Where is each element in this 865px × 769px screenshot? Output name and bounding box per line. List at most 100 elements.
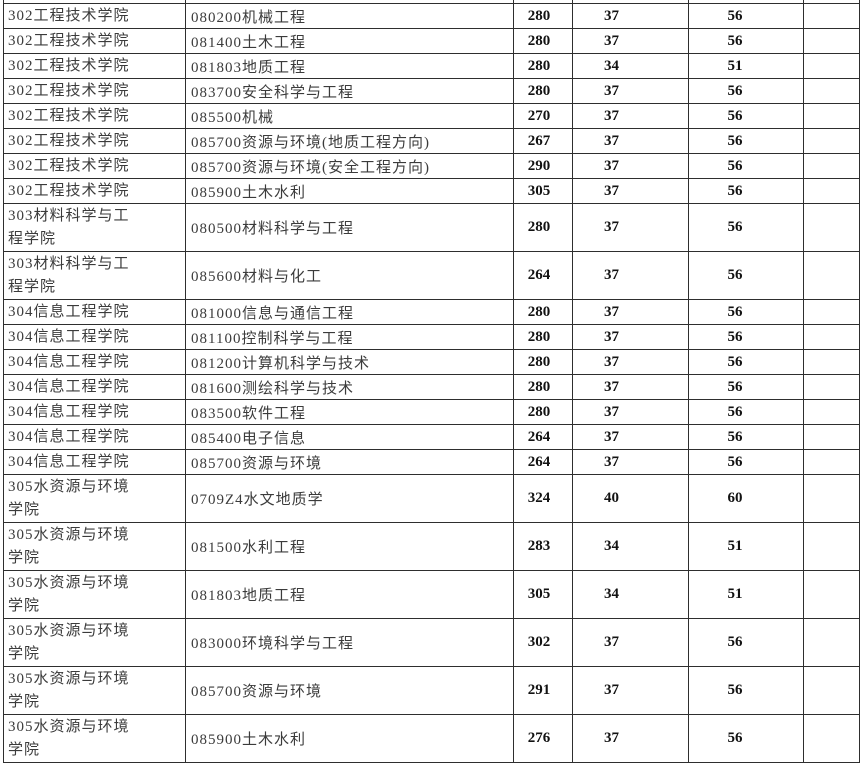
program-cell: 081803地质工程: [185, 53, 514, 79]
program-cell: 085900土木水利: [185, 178, 514, 204]
extra-cell: [803, 299, 860, 325]
subject-score-1-cell: 37: [572, 251, 689, 300]
table-row: 304信息工程学院 081200计算机科学与技术 280 37 56: [3, 349, 860, 375]
subject-score-2-cell: 56: [688, 449, 804, 475]
total-score-cell: 280: [513, 374, 573, 400]
college-cell: 303材料科学与工 程学院: [3, 251, 186, 300]
program-cell: 085900土木水利: [185, 714, 514, 763]
program-cell: 081600测绘科学与技术: [185, 374, 514, 400]
total-score-cell: 302: [513, 618, 573, 667]
total-score-cell: 290: [513, 153, 573, 179]
subject-score-2-cell: 56: [688, 203, 804, 252]
college-cell: 303材料科学与工 程学院: [3, 203, 186, 252]
college-cell: 304信息工程学院: [3, 324, 186, 350]
college-cell: 304信息工程学院: [3, 424, 186, 450]
extra-cell: [803, 474, 860, 523]
college-cell: 302工程技术学院: [3, 53, 186, 79]
program-cell: 083700安全科学与工程: [185, 78, 514, 104]
extra-cell: [803, 178, 860, 204]
program-cell: 085600材料与化工: [185, 251, 514, 300]
subject-score-2-cell: 51: [688, 570, 804, 619]
table-row: 304信息工程学院 083500软件工程 280 37 56: [3, 399, 860, 425]
subject-score-1-cell: 37: [572, 424, 689, 450]
subject-score-2-cell: 56: [688, 251, 804, 300]
subject-score-2-cell: 56: [688, 28, 804, 54]
extra-cell: [803, 28, 860, 54]
subject-score-1-cell: 37: [572, 374, 689, 400]
college-cell: 305水资源与环境 学院: [3, 714, 186, 763]
total-score-cell: 267: [513, 128, 573, 154]
program-cell: 085700资源与环境: [185, 449, 514, 475]
extra-cell: [803, 399, 860, 425]
subject-score-2-cell: 56: [688, 78, 804, 104]
total-score-cell: 280: [513, 203, 573, 252]
table-row: 302工程技术学院 080200机械工程 280 37 56: [3, 3, 860, 29]
subject-score-1-cell: 37: [572, 128, 689, 154]
subject-score-2-cell: 56: [688, 666, 804, 715]
subject-score-1-cell: 37: [572, 178, 689, 204]
table-row: 302工程技术学院 085700资源与环境(地质工程方向) 267 37 56: [3, 128, 860, 154]
college-cell: 305水资源与环境 学院: [3, 474, 186, 523]
subject-score-2-cell: 56: [688, 374, 804, 400]
extra-cell: [803, 203, 860, 252]
subject-score-1-cell: 37: [572, 28, 689, 54]
total-score-cell: 305: [513, 178, 573, 204]
program-cell: 081200计算机科学与技术: [185, 349, 514, 375]
total-score-cell: 280: [513, 324, 573, 350]
table-row: 302工程技术学院 085700资源与环境(安全工程方向) 290 37 56: [3, 153, 860, 179]
subject-score-1-cell: 37: [572, 103, 689, 129]
subject-score-1-cell: 37: [572, 666, 689, 715]
college-cell: 304信息工程学院: [3, 399, 186, 425]
extra-cell: [803, 522, 860, 571]
extra-cell: [803, 3, 860, 29]
program-cell: 081500水利工程: [185, 522, 514, 571]
table-row: 303材料科学与工 程学院 085600材料与化工 264 37 56: [3, 251, 860, 300]
college-cell: 304信息工程学院: [3, 449, 186, 475]
table-row: 302工程技术学院 083700安全科学与工程 280 37 56: [3, 78, 860, 104]
table-row: 305水资源与环境 学院 085900土木水利 276 37 56: [3, 714, 860, 763]
total-score-cell: 280: [513, 3, 573, 29]
table-row: 305水资源与环境 学院 083000环境科学与工程 302 37 56: [3, 618, 860, 667]
subject-score-1-cell: 37: [572, 153, 689, 179]
subject-score-2-cell: 56: [688, 299, 804, 325]
table-row: 304信息工程学院 081100控制科学与工程 280 37 56: [3, 324, 860, 350]
program-cell: 083500软件工程: [185, 399, 514, 425]
extra-cell: [803, 324, 860, 350]
extra-cell: [803, 251, 860, 300]
subject-score-1-cell: 37: [572, 203, 689, 252]
subject-score-1-cell: 34: [572, 570, 689, 619]
program-cell: 081803地质工程: [185, 570, 514, 619]
subject-score-2-cell: 56: [688, 324, 804, 350]
extra-cell: [803, 349, 860, 375]
table-row: 303材料科学与工 程学院 080500材料科学与工程 280 37 56: [3, 203, 860, 252]
subject-score-1-cell: 37: [572, 324, 689, 350]
total-score-cell: 305: [513, 570, 573, 619]
subject-score-2-cell: 51: [688, 522, 804, 571]
subject-score-2-cell: 56: [688, 618, 804, 667]
table-row: 305水资源与环境 学院 085700资源与环境 291 37 56: [3, 666, 860, 715]
subject-score-1-cell: 37: [572, 3, 689, 29]
program-cell: 080200机械工程: [185, 3, 514, 29]
program-cell: 081000信息与通信工程: [185, 299, 514, 325]
program-cell: 085400电子信息: [185, 424, 514, 450]
table-row: 305水资源与环境 学院 081803地质工程 305 34 51: [3, 570, 860, 619]
table-row: 304信息工程学院 085700资源与环境 264 37 56: [3, 449, 860, 475]
college-cell: 302工程技术学院: [3, 78, 186, 104]
subject-score-1-cell: 37: [572, 618, 689, 667]
extra-cell: [803, 103, 860, 129]
total-score-cell: 280: [513, 78, 573, 104]
total-score-cell: 276: [513, 714, 573, 763]
total-score-cell: 280: [513, 399, 573, 425]
extra-cell: [803, 153, 860, 179]
program-cell: 081400土木工程: [185, 28, 514, 54]
table-row: 304信息工程学院 081600测绘科学与技术 280 37 56: [3, 374, 860, 400]
college-cell: 305水资源与环境 学院: [3, 666, 186, 715]
subject-score-2-cell: 56: [688, 128, 804, 154]
extra-cell: [803, 374, 860, 400]
subject-score-2-cell: 56: [688, 714, 804, 763]
subject-score-2-cell: 56: [688, 103, 804, 129]
subject-score-2-cell: 60: [688, 474, 804, 523]
extra-cell: [803, 714, 860, 763]
extra-cell: [803, 53, 860, 79]
subject-score-1-cell: 34: [572, 522, 689, 571]
